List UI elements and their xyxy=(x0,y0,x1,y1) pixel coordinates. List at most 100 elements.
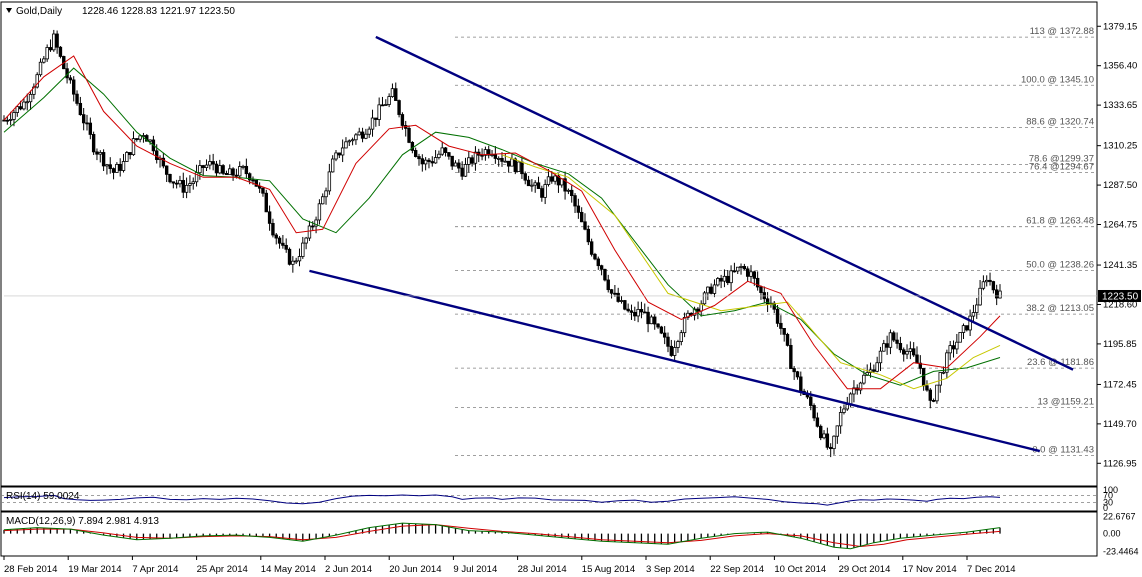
candle xyxy=(347,139,351,147)
macd-title: MACD(12,26,9) 7.894 2.981 4.913 xyxy=(6,516,159,527)
price-axis-tick: 1195.85 xyxy=(1103,339,1137,350)
candle xyxy=(659,325,664,335)
candle xyxy=(297,248,302,267)
candle xyxy=(274,232,278,245)
candle xyxy=(609,288,614,299)
candle xyxy=(327,163,332,195)
candle xyxy=(344,137,348,149)
candle xyxy=(895,332,899,349)
candle xyxy=(108,157,112,174)
candle xyxy=(579,207,584,223)
candle xyxy=(360,127,365,143)
candle xyxy=(284,238,288,253)
candle xyxy=(812,403,816,422)
candle xyxy=(589,238,594,257)
candle xyxy=(387,93,391,108)
candle xyxy=(261,187,265,197)
candle xyxy=(991,280,996,294)
candle xyxy=(875,356,879,373)
candle xyxy=(357,127,361,136)
candle xyxy=(795,370,800,380)
ma-mid-line xyxy=(501,154,1001,390)
candle xyxy=(437,150,441,160)
candle xyxy=(722,269,727,288)
candle xyxy=(570,185,574,203)
candle xyxy=(606,274,610,293)
candle xyxy=(945,349,949,379)
candle xyxy=(503,153,508,163)
candle xyxy=(716,277,720,287)
candle xyxy=(712,279,717,298)
price-panel xyxy=(0,1,1098,487)
x-axis-tick: 7 Apr 2014 xyxy=(132,564,178,575)
x-axis-tick: 9 Jul 2014 xyxy=(453,564,497,575)
last-price-label: 1223.50 xyxy=(1102,291,1139,302)
candle xyxy=(623,299,627,311)
candle xyxy=(745,266,750,282)
candle xyxy=(304,236,308,250)
price-axis-tick: 1287.50 xyxy=(1103,180,1137,191)
candle xyxy=(45,44,49,62)
candle xyxy=(533,180,537,193)
candle xyxy=(330,155,335,173)
candle xyxy=(619,295,624,304)
candle xyxy=(81,107,86,131)
candle xyxy=(842,404,846,415)
candle xyxy=(254,179,259,187)
candle xyxy=(101,149,106,172)
trendline[interactable] xyxy=(309,269,1041,453)
x-axis-tick: 29 Oct 2014 xyxy=(839,564,891,575)
candle xyxy=(858,381,863,395)
candle xyxy=(427,158,431,169)
fib-level-label: 78.6 @1299.37 xyxy=(1029,154,1094,165)
price-axis-tick: 1126.95 xyxy=(1103,458,1137,469)
candle xyxy=(457,159,461,173)
x-axis-tick: 7 Dec 2014 xyxy=(967,564,1016,575)
candle xyxy=(676,339,680,353)
candle xyxy=(613,284,617,297)
candle xyxy=(291,256,295,273)
x-axis-tick: 15 Aug 2014 xyxy=(582,564,635,575)
candle xyxy=(719,274,723,289)
candle xyxy=(121,153,126,173)
last-price-tag: 1223.50 xyxy=(1098,289,1141,302)
candle xyxy=(407,125,411,144)
candle xyxy=(792,366,796,380)
candle xyxy=(755,271,760,291)
trendline[interactable] xyxy=(375,35,1074,371)
candle xyxy=(951,340,956,358)
candle xyxy=(629,304,634,320)
candle xyxy=(188,175,192,194)
candle xyxy=(52,29,56,52)
rsi-axis-tick: 100 xyxy=(1103,485,1118,495)
candle xyxy=(350,137,355,146)
fib-level-label: 38.2 @ 1213.05 xyxy=(1026,303,1094,314)
collapse-triangle-icon[interactable] xyxy=(6,8,12,13)
candle xyxy=(354,132,358,145)
macd-axis-tick: 22.6767 xyxy=(1103,512,1136,522)
macd-axis-tick: -23.4464 xyxy=(1103,546,1139,556)
candle xyxy=(184,177,189,199)
x-axis-tick: 10 Oct 2014 xyxy=(774,564,826,575)
price-axis-tick: 1310.25 xyxy=(1103,141,1137,152)
candle xyxy=(573,193,577,214)
candle xyxy=(8,111,13,126)
candle xyxy=(626,303,630,313)
candle xyxy=(377,97,381,127)
candle xyxy=(55,30,59,54)
candle xyxy=(729,265,733,292)
candle xyxy=(128,152,132,160)
candle xyxy=(191,177,195,190)
candle xyxy=(58,46,63,59)
fib-level-label: 88.6 @ 1320.74 xyxy=(1026,116,1094,127)
candle xyxy=(822,430,826,440)
candle xyxy=(686,310,690,320)
candle xyxy=(709,283,713,295)
candle xyxy=(460,161,464,180)
candle xyxy=(198,160,202,180)
fib-level-label: 100.0 @ 1345.10 xyxy=(1021,74,1094,85)
candle xyxy=(367,126,371,138)
candle xyxy=(238,161,242,180)
price-axis-tick: 1241.35 xyxy=(1103,260,1137,271)
fib-level-label: 61.8 @ 1263.48 xyxy=(1026,216,1094,227)
